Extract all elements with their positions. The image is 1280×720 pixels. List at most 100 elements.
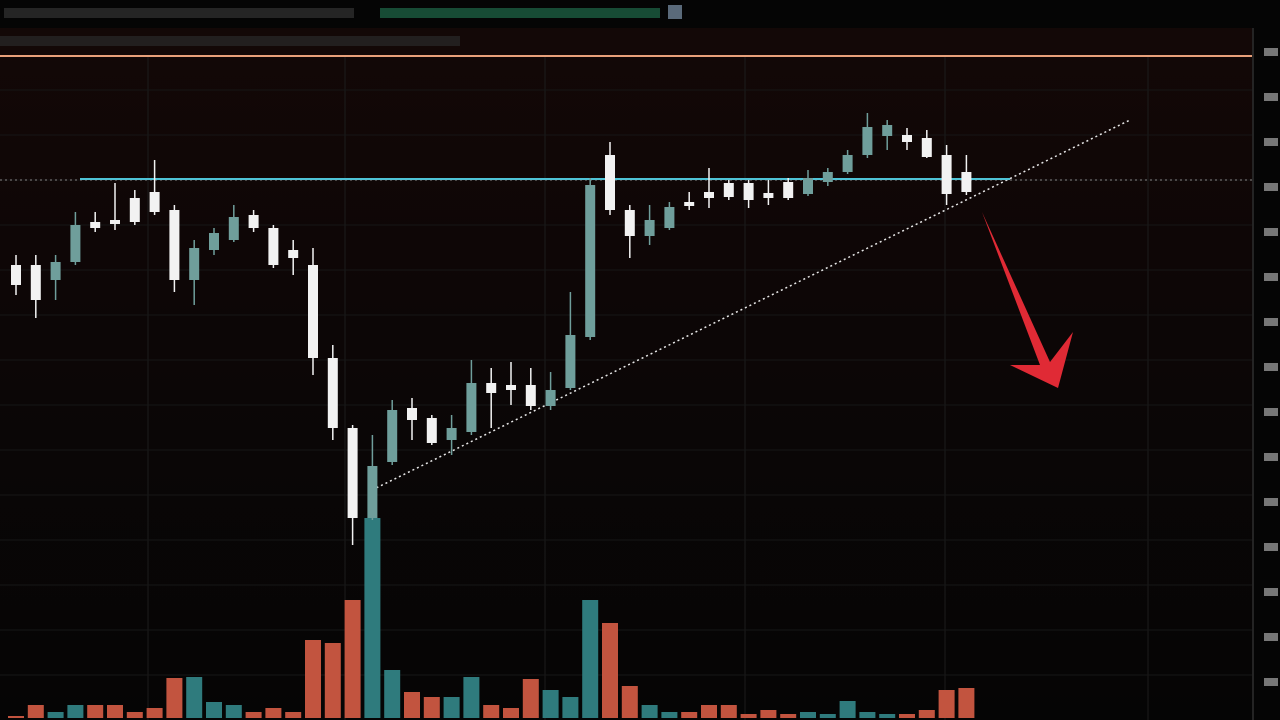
candle-body: [644, 220, 655, 236]
volume-bar: [720, 705, 737, 718]
candle-body: [110, 220, 120, 224]
axis-label-placeholder: [1264, 678, 1278, 686]
candle-body: [486, 383, 497, 393]
axis-label-placeholder: [1264, 543, 1278, 551]
trendline: [371, 119, 1131, 491]
volume-bar: [285, 712, 302, 718]
volume-bar: [8, 716, 24, 718]
volume-bar: [562, 697, 579, 718]
volume-bar: [443, 697, 460, 718]
volume-bar: [681, 712, 698, 718]
axis-label-placeholder: [1264, 273, 1278, 281]
axis-label-placeholder: [1264, 408, 1278, 416]
candle-body: [149, 192, 160, 212]
volume-bar: [602, 623, 618, 718]
header-text-placeholder: [380, 8, 660, 18]
volume-bar: [859, 712, 876, 718]
volume-bar: [324, 643, 341, 718]
volume-bar: [938, 690, 955, 718]
volume-bar: [780, 714, 797, 718]
candle-body: [743, 183, 754, 200]
volume-bar: [186, 677, 203, 718]
candle-body: [862, 127, 873, 155]
candle-body: [407, 408, 417, 420]
axis-label-placeholder: [1264, 633, 1278, 641]
volume-bar: [582, 600, 599, 718]
axis-label-placeholder: [1264, 498, 1278, 506]
candle-body: [585, 185, 596, 337]
volume-bar: [800, 712, 816, 718]
volume-bar: [503, 708, 519, 718]
volume-bar: [245, 712, 262, 718]
candle-body: [228, 217, 239, 240]
candle-body: [50, 262, 61, 280]
volume-bar: [47, 712, 64, 718]
candle-body: [664, 207, 675, 228]
volume-bar: [839, 701, 856, 718]
candle-body: [763, 193, 774, 198]
volume-bar: [344, 600, 361, 718]
candle-body: [367, 466, 378, 518]
candle-body: [624, 210, 635, 236]
candle-body: [961, 172, 972, 192]
candle-body: [605, 155, 615, 210]
candle-body: [525, 385, 536, 406]
candle-body: [545, 390, 556, 406]
volume-bar: [265, 708, 282, 718]
axis-label-placeholder: [1264, 453, 1278, 461]
volume-bar: [760, 710, 777, 718]
volume-bar: [918, 710, 935, 718]
volume-bar: [87, 705, 104, 718]
volume-bar: [206, 702, 222, 718]
candle-body: [169, 210, 180, 280]
candle-body: [941, 155, 952, 194]
volume-bar: [958, 688, 975, 718]
candle-body: [209, 233, 219, 250]
candle-body: [248, 215, 259, 228]
marks: [8, 113, 1010, 718]
volume-bar: [463, 677, 480, 718]
volume-bar: [384, 670, 401, 718]
volume-bar: [305, 640, 321, 718]
volume-bar: [621, 686, 638, 718]
candle-body: [347, 428, 358, 518]
candle-body: [268, 228, 279, 265]
volume-bar: [701, 705, 717, 718]
candle-body: [308, 265, 318, 358]
volume-bar: [542, 690, 559, 718]
candle-body: [90, 222, 101, 228]
volume-bar: [423, 697, 440, 718]
axis-label-placeholder: [1264, 183, 1278, 191]
volume-bar: [27, 705, 44, 718]
candle-body: [11, 265, 21, 285]
axis-label-placeholder: [1264, 93, 1278, 101]
candle-body: [921, 138, 932, 157]
header-icon[interactable]: [668, 5, 682, 19]
grid: [0, 56, 1252, 720]
candle-body: [327, 358, 338, 428]
candle-body: [565, 335, 576, 388]
volume-bar: [166, 678, 183, 718]
volume-bar: [404, 692, 420, 718]
axis-label-placeholder: [1264, 363, 1278, 371]
volume-bar: [740, 714, 757, 718]
volume-bar: [126, 712, 143, 718]
volume-bar: [483, 705, 500, 718]
volume-bar: [641, 705, 658, 718]
volume-bar: [364, 518, 381, 718]
axis-label-placeholder: [1264, 138, 1278, 146]
candle-body: [783, 182, 794, 198]
volume-bar: [899, 714, 915, 718]
axis-label-placeholder: [1264, 48, 1278, 56]
volume-bar: [661, 712, 678, 718]
volume-bar: [67, 705, 84, 718]
volume-bar: [819, 714, 836, 718]
candle-body: [129, 198, 140, 222]
candle-body: [842, 155, 853, 172]
price-axis: [1252, 28, 1280, 720]
candle-body: [70, 225, 81, 262]
candle-body: [426, 418, 437, 443]
volume-bar: [146, 708, 163, 718]
toolbar-placeholder[interactable]: [0, 36, 460, 46]
